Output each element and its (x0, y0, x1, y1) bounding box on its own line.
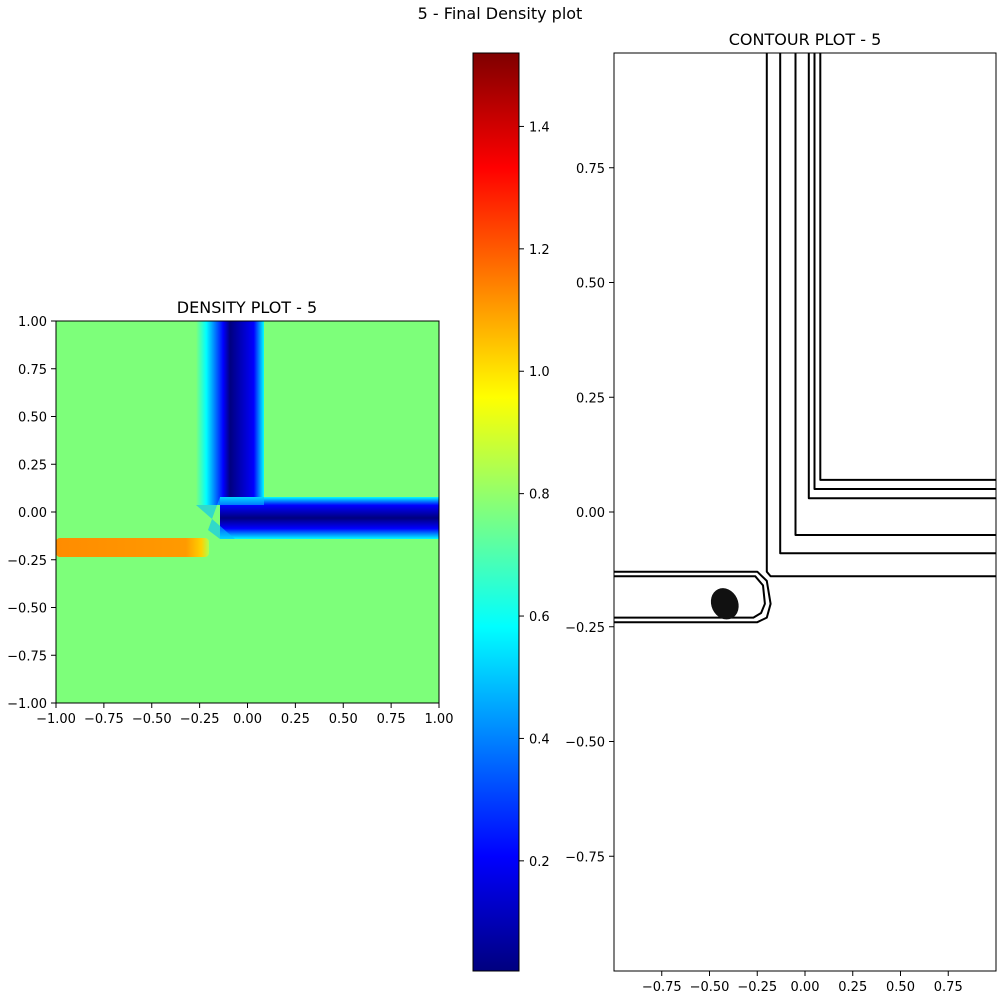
contour-ytick-label: −0.50 (565, 736, 605, 751)
contour-line (614, 570, 772, 624)
contour-frame (613, 52, 997, 972)
density-ytick-label: 0.25 (18, 458, 47, 473)
contour-blob (710, 588, 739, 620)
density-xtick-label: 0.00 (233, 712, 262, 727)
colorbar: 0.2 0.4 0.6 0.8 1.0 1.2 1.4 (472, 52, 550, 972)
contour-line (794, 53, 996, 536)
density-ytick-label: 0.00 (18, 506, 47, 521)
density-ytick-label: −0.75 (7, 649, 47, 664)
density-xtick-label: 0.50 (329, 712, 358, 727)
density-xtick-label: 0.75 (377, 712, 406, 727)
density-xtick-label: −0.50 (132, 712, 172, 727)
contour-xtick-label: 0.75 (934, 980, 963, 995)
colorbar-tick-label: 0.6 (529, 610, 550, 625)
contour-ytick-label: −0.75 (565, 850, 605, 865)
contour-ytick-label: 0.25 (576, 391, 605, 406)
contour-line (765, 53, 996, 578)
contour-line (813, 53, 996, 490)
density-xtick-label: −0.25 (180, 712, 220, 727)
contour-xtick-label: −0.75 (642, 980, 682, 995)
density-ytick-label: −0.50 (7, 602, 47, 617)
contour-ytick-label: 0.50 (576, 277, 605, 292)
density-ytick-label: 1.00 (18, 315, 47, 330)
contour-ytick-label: 0.75 (576, 162, 605, 177)
contour-line (614, 575, 766, 619)
colorbar-tick-label: 1.4 (529, 120, 550, 135)
vertical-low-band (196, 321, 264, 505)
contour-xtick-label: 0.00 (791, 980, 820, 995)
density-xtick-label: 1.00 (425, 712, 454, 727)
colorbar-tick-label: 1.2 (529, 243, 550, 258)
contour-plot: CONTOUR PLOT - 5 −0.75 −0.50 −0.25 0.00 0.25… (565, 30, 997, 995)
contour-xtick-label: 0.25 (838, 980, 867, 995)
colorbar-gradient (472, 52, 520, 972)
density-ytick-label: 0.75 (18, 363, 47, 378)
contour-ytick-label: 0.00 (576, 506, 605, 521)
corner-band (196, 497, 264, 539)
density-plot: DENSITY PLOT - 5 −1.00 −0.75 −0.50 −0.25 0.0… (7, 298, 453, 727)
contour-xtick-label: −0.25 (737, 980, 777, 995)
density-ytick-label: 0.50 (18, 411, 47, 426)
figure-suptitle: 5 - Final Density plot (418, 4, 583, 23)
contour-title: CONTOUR PLOT - 5 (729, 30, 882, 49)
density-ytick-label: −0.25 (7, 554, 47, 569)
colorbar-tick-label: 0.2 (529, 855, 550, 870)
contour-line (819, 53, 996, 481)
density-title: DENSITY PLOT - 5 (177, 298, 317, 317)
density-ytick-label: −1.00 (7, 697, 47, 712)
contour-xtick-label: −0.50 (690, 980, 730, 995)
colorbar-tick-label: 0.8 (529, 488, 550, 503)
contour-line (779, 53, 996, 555)
colorbar-tick-label: 0.4 (529, 732, 550, 747)
density-xtick-label: −1.00 (36, 712, 76, 727)
density-xtick-label: −0.75 (84, 712, 124, 727)
contour-ytick-label: −0.25 (565, 621, 605, 636)
contour-line (807, 53, 996, 500)
density-xtick-label: 0.25 (281, 712, 310, 727)
high-density-jet (56, 538, 209, 557)
contour-xtick-label: 0.50 (886, 980, 915, 995)
colorbar-tick-label: 1.0 (529, 365, 550, 380)
